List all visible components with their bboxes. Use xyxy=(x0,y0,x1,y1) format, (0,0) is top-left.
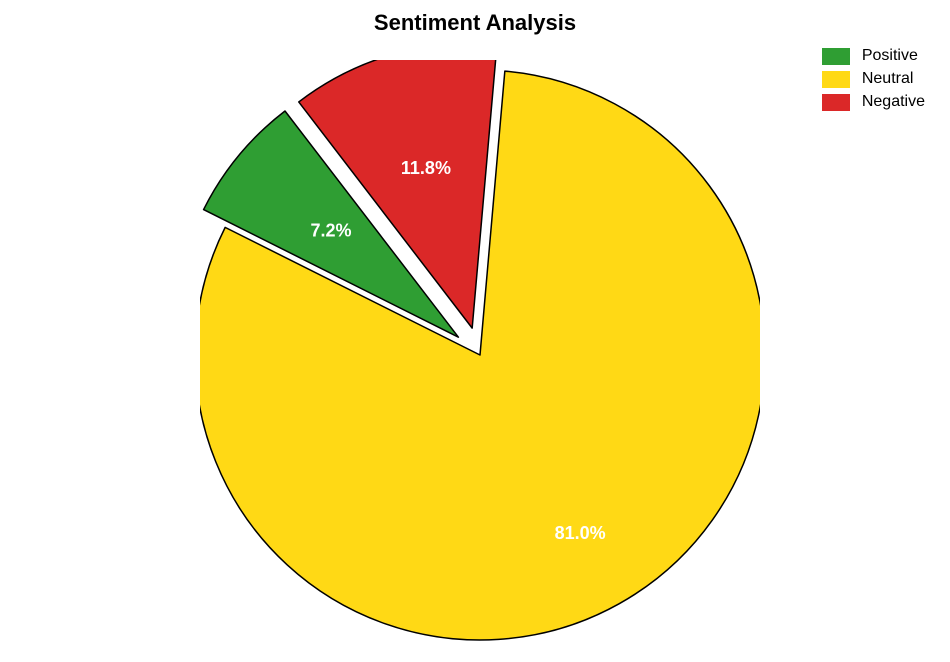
legend-item-neutral: Neutral xyxy=(822,70,925,88)
legend-swatch xyxy=(822,48,850,65)
legend-label: Neutral xyxy=(862,70,914,88)
legend-item-negative: Negative xyxy=(822,93,925,111)
slice-label-neutral: 81.0% xyxy=(555,523,606,543)
legend-label: Negative xyxy=(862,93,925,111)
slice-label-negative: 11.8% xyxy=(401,158,451,178)
legend: Positive Neutral Negative xyxy=(822,47,925,116)
pie-chart: 81.0% 7.2% 11.8% xyxy=(200,60,760,655)
chart-title: Sentiment Analysis xyxy=(374,10,576,36)
legend-swatch xyxy=(822,94,850,111)
legend-item-positive: Positive xyxy=(822,47,925,65)
slice-label-positive: 7.2% xyxy=(310,221,351,241)
legend-swatch xyxy=(822,71,850,88)
legend-label: Positive xyxy=(862,47,918,65)
